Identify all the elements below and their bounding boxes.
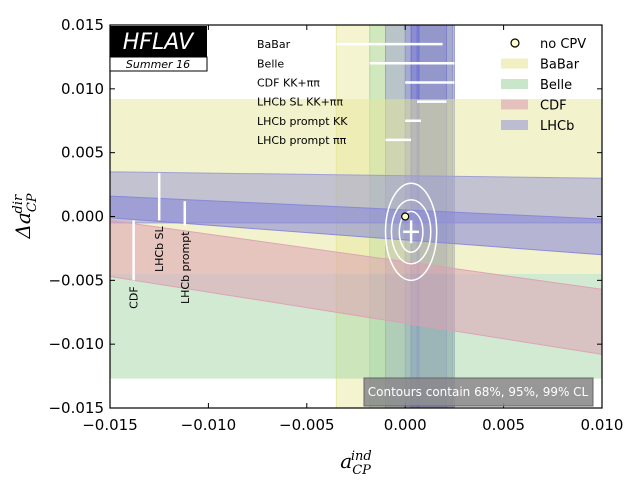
hbar-label-lhcb-prompt: LHCb prompt ππ bbox=[257, 134, 347, 147]
legend-label-belle: Belle bbox=[540, 78, 572, 93]
y-axis-label: ΔaCPdir bbox=[11, 193, 40, 239]
confidence-contours bbox=[384, 182, 438, 282]
y-tick-label: −0.015 bbox=[48, 399, 104, 417]
legend-swatch-babar bbox=[501, 58, 528, 69]
contour-95 bbox=[390, 199, 432, 265]
y-tick-label: −0.005 bbox=[48, 271, 104, 289]
no-cpv-point bbox=[401, 212, 410, 221]
logo-box bbox=[110, 26, 207, 57]
legend: no CPV BaBar Belle CDF LHCb bbox=[501, 37, 586, 134]
legend-swatch-belle bbox=[501, 79, 528, 89]
horizontal-measurement-bars: BaBar Belle CDF KK+ππ LHCb SL KK+ππ LHCb pro… bbox=[257, 38, 455, 147]
legend-marker-no-cpv bbox=[510, 38, 520, 48]
hbar-label-cdf-kk: CDF KK+ππ bbox=[257, 76, 320, 89]
hbar-label-lhcb-prompt-kk: LHCb prompt KK bbox=[257, 115, 348, 128]
diagonal-bands bbox=[110, 171, 602, 355]
legend-label-cdf: CDF bbox=[540, 99, 567, 114]
vbar-label-lhcb-prompt: LHCb prompt bbox=[179, 231, 192, 304]
y-tick-label: −0.010 bbox=[48, 335, 104, 353]
y-tick-label: 0.005 bbox=[61, 144, 104, 162]
y-tick-label: 0.015 bbox=[61, 16, 104, 34]
x-axis-label: aCPind bbox=[340, 449, 372, 478]
legend-swatch-lhcb bbox=[501, 120, 528, 130]
legend-label-no-cpv: no CPV bbox=[540, 37, 586, 52]
hbar-label-belle: Belle bbox=[257, 57, 284, 70]
y-tick-label: 0.000 bbox=[61, 208, 104, 226]
x-tick-label: −0.010 bbox=[181, 416, 237, 434]
vertical-measurement-bars: CDF LHCb SL LHCb prompt bbox=[128, 173, 192, 309]
x-tick-label: 0.005 bbox=[482, 416, 525, 434]
vbar-label-cdf: CDF bbox=[128, 286, 141, 308]
x-tick-label: −0.005 bbox=[279, 416, 335, 434]
contour-99 bbox=[384, 182, 438, 282]
legend-label-babar: BaBar bbox=[540, 58, 580, 73]
logo-subtitle: Summer 16 bbox=[126, 58, 190, 71]
hbar-label-babar: BaBar bbox=[257, 38, 291, 51]
contour-note-box bbox=[363, 377, 594, 407]
axis-labels: aCPind ΔaCPdir bbox=[11, 193, 372, 478]
logo-subtitle-box bbox=[109, 56, 208, 72]
x-tick-label: −0.015 bbox=[82, 416, 138, 434]
hflav-logo: HFLAV Summer 16 bbox=[109, 26, 208, 72]
diagonal-band-lhcb-2 bbox=[110, 195, 602, 256]
hbar-label-lhcb-sl-kk: LHCb SL KK+ππ bbox=[257, 96, 343, 109]
x-tick-label: 0.000 bbox=[384, 416, 427, 434]
axis-ticks: −0.015 −0.010 −0.005 0.000 0.005 0.010 0.015 0.… bbox=[48, 16, 623, 434]
diagonal-band-cdf-1 bbox=[110, 219, 602, 355]
vbar-label-lhcb-sl: LHCb SL bbox=[153, 225, 166, 272]
contour-68 bbox=[398, 210, 424, 253]
contour-note: Contours contain 68%, 95%, 99% CL bbox=[363, 377, 594, 407]
legend-label-lhcb: LHCb bbox=[540, 119, 574, 134]
legend-swatch-cdf bbox=[501, 99, 528, 110]
x-tick-label: 0.010 bbox=[581, 416, 624, 434]
y-tick-label: 0.010 bbox=[61, 80, 104, 98]
contour-note-text: Contours contain 68%, 95%, 99% CL bbox=[368, 385, 589, 399]
logo-title: HFLAV bbox=[123, 30, 195, 55]
